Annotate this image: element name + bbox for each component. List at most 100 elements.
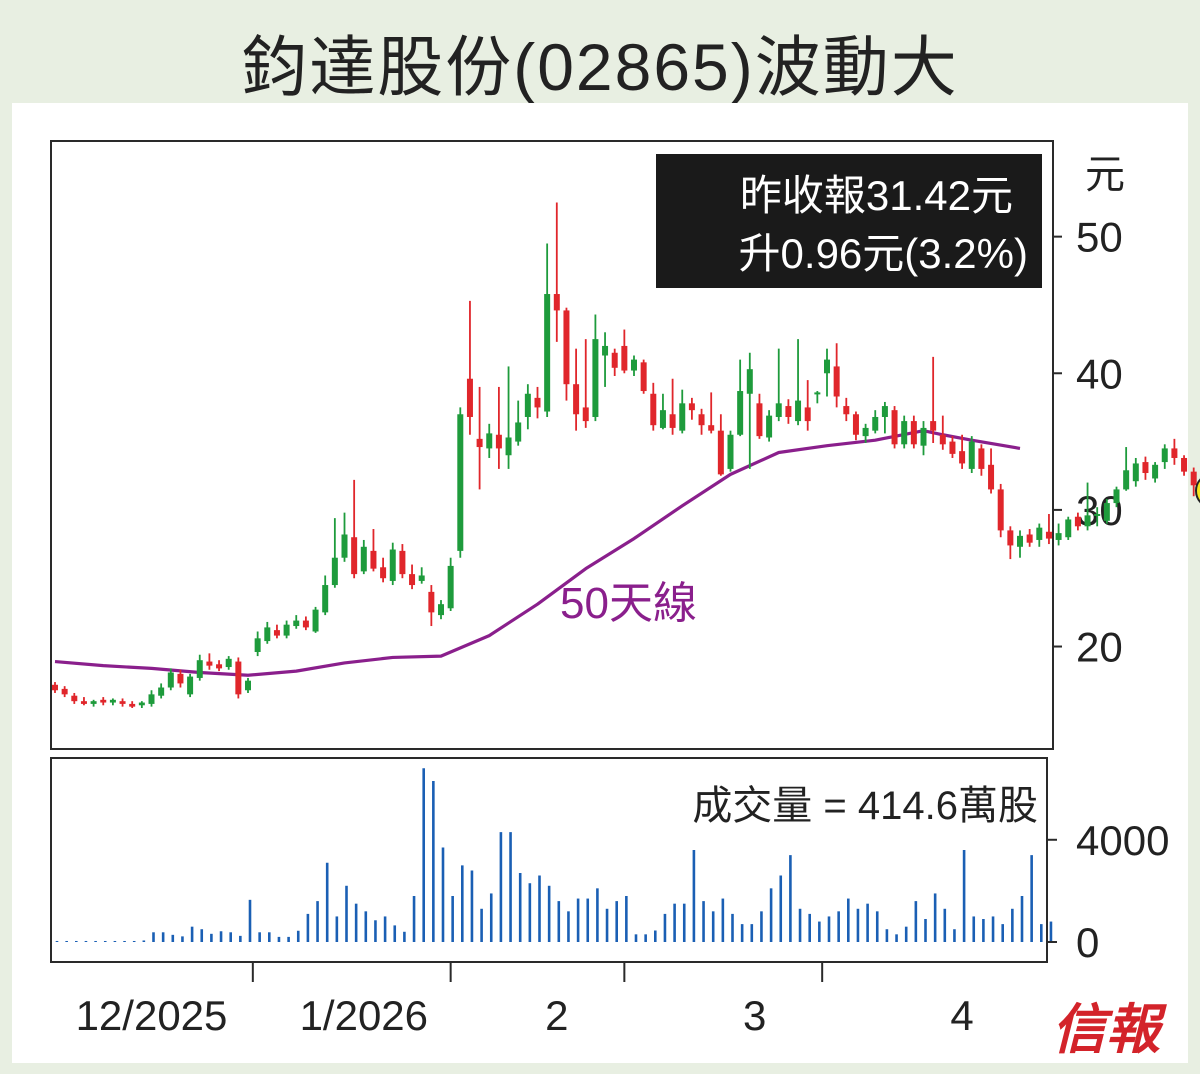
x-tick-label: 2 (545, 992, 568, 1039)
candle (1007, 526, 1014, 560)
candle (322, 575, 329, 616)
candle (862, 423, 869, 443)
candle (380, 557, 387, 583)
candle (669, 378, 676, 435)
x-tick-label: 4 (950, 992, 973, 1039)
candle (708, 392, 715, 434)
candle (466, 300, 473, 435)
candle (351, 479, 358, 579)
candle (428, 585, 435, 627)
x-tick-label: 12/2025 (76, 992, 228, 1039)
candle (495, 386, 502, 469)
x-tick-label: 3 (743, 992, 766, 1039)
candle (679, 389, 686, 434)
callout-line-2: 升0.96元(3.2%) (739, 230, 1028, 277)
price-tick-label: 40 (1076, 350, 1123, 397)
candle (1152, 462, 1159, 483)
candle (515, 400, 522, 446)
last-close-callout (656, 154, 1042, 288)
candle (727, 430, 734, 472)
volume-y-axis: 0 4000 (1047, 817, 1169, 966)
candle (997, 483, 1004, 538)
candle (621, 329, 628, 374)
candle (775, 348, 782, 422)
candle (881, 401, 888, 434)
candle (138, 701, 145, 709)
candle (978, 444, 985, 476)
candle (100, 697, 107, 706)
candle (148, 690, 155, 707)
candle (254, 631, 261, 657)
candle (447, 557, 454, 612)
candle (71, 692, 78, 704)
candle (640, 359, 647, 394)
candle (370, 529, 377, 572)
date-x-axis: 12/2025 1/2026 2 3 4 (76, 962, 974, 1039)
candle (631, 355, 637, 377)
candle (1055, 523, 1062, 546)
callout-line-1: 昨收報31.42元 (740, 172, 1013, 219)
candle (216, 660, 223, 672)
candle (167, 668, 174, 691)
candle (852, 411, 859, 441)
candle (1142, 456, 1149, 480)
candle (245, 677, 251, 693)
candle (959, 434, 966, 469)
price-tick-label: 50 (1076, 214, 1123, 261)
candle (505, 366, 512, 469)
candle (968, 436, 975, 474)
candle (129, 701, 136, 709)
last-price-highlight (1195, 478, 1200, 504)
candle (698, 408, 705, 435)
candle (988, 448, 995, 494)
candle (418, 567, 425, 584)
volume-tick-label: 4000 (1076, 817, 1169, 864)
candle (785, 399, 792, 424)
candle (283, 620, 290, 639)
candle (746, 352, 753, 469)
candle (177, 669, 184, 688)
ma50-layer (54, 429, 1021, 677)
candle (235, 657, 242, 699)
candle (920, 421, 927, 456)
candle (1190, 467, 1197, 497)
candle (891, 406, 898, 449)
candle (544, 243, 551, 417)
candle (756, 393, 763, 439)
candle (331, 518, 338, 588)
candle (949, 436, 956, 458)
candle (293, 615, 300, 629)
x-tick-label: 1/2026 (300, 992, 428, 1039)
candle (1026, 529, 1033, 547)
candle (312, 606, 319, 633)
candle (717, 414, 724, 476)
candle (109, 698, 116, 706)
candle (602, 332, 609, 387)
candle (187, 673, 194, 698)
candle (399, 544, 406, 579)
candle (688, 397, 695, 420)
candle (389, 542, 396, 586)
candle (1045, 513, 1052, 545)
volume-tick-label: 0 (1076, 919, 1099, 966)
candle (872, 410, 879, 434)
candle (80, 697, 87, 706)
candle (930, 356, 937, 443)
candle (766, 410, 773, 442)
candle (1181, 455, 1188, 476)
candle (1132, 457, 1139, 487)
ma50-line (54, 429, 1021, 677)
ma50-label: 50天線 (560, 579, 697, 628)
candle (409, 564, 416, 590)
candle (833, 343, 840, 408)
candle (360, 539, 367, 575)
candle (611, 348, 618, 377)
candle (206, 653, 213, 670)
candle (1094, 507, 1101, 527)
candle (592, 314, 599, 422)
candle (1103, 498, 1110, 524)
candle (273, 624, 280, 639)
candle (563, 307, 570, 401)
